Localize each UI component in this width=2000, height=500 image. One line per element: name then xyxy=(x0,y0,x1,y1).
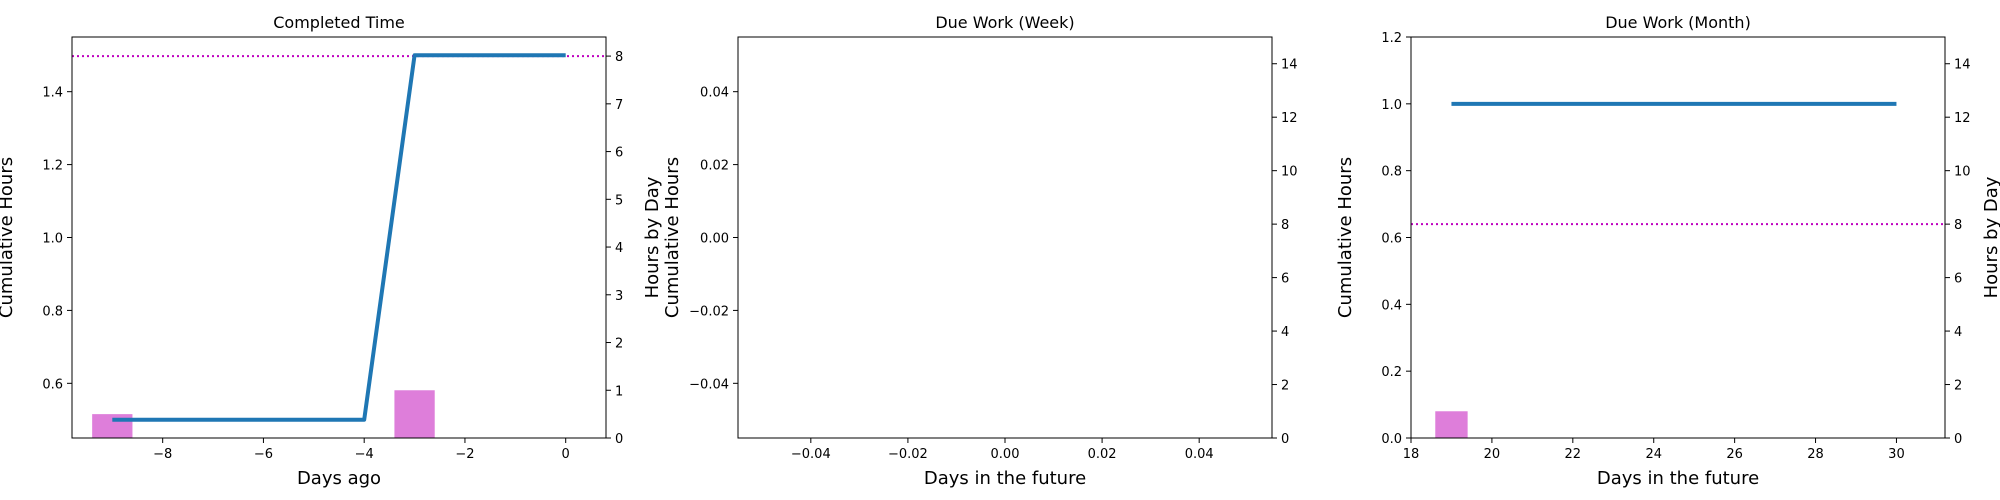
y2-tick-label: 1 xyxy=(615,384,623,399)
y2-tick-label: 3 xyxy=(615,289,623,304)
y2-tick-label: 2 xyxy=(1954,379,1962,394)
x-tick-label: 30 xyxy=(1888,447,1905,462)
y-tick-label: 0.02 xyxy=(700,159,729,174)
y-tick-label: −0.02 xyxy=(689,304,729,319)
x-tick-label: −0.02 xyxy=(888,447,928,462)
y2-tick-label: 14 xyxy=(1281,58,1298,73)
y2-tick-label: 6 xyxy=(1281,272,1289,287)
x-tick-label: 26 xyxy=(1726,447,1743,462)
x-tick-label: 0.02 xyxy=(1088,447,1117,462)
chart-title: Due Work (Week) xyxy=(935,13,1074,32)
x-tick-label: −8 xyxy=(153,447,172,462)
daily-hours-bar xyxy=(92,414,133,438)
y-axis-label: Cumulative Hours xyxy=(1335,157,1356,318)
x-axis-label: Days in the future xyxy=(1597,468,1759,489)
y2-tick-label: 0 xyxy=(1281,432,1289,447)
y2-tick-label: 14 xyxy=(1954,58,1971,73)
x-tick-label: 0.04 xyxy=(1185,447,1214,462)
x-tick-label: 28 xyxy=(1807,447,1824,462)
y2-tick-label: 6 xyxy=(615,146,623,161)
y2-axis-label: Hours by Day xyxy=(642,176,663,298)
x-tick-label: −0.04 xyxy=(791,447,831,462)
y-tick-label: 0.2 xyxy=(1381,365,1402,380)
y-tick-label: 1.4 xyxy=(42,86,63,101)
x-tick-label: −4 xyxy=(355,447,374,462)
y2-tick-label: 6 xyxy=(1954,272,1962,287)
daily-hours-bar xyxy=(1435,411,1468,438)
y-tick-label: 0.0 xyxy=(1381,432,1402,447)
y2-tick-label: 0 xyxy=(615,432,623,447)
y-tick-label: 0.00 xyxy=(700,232,729,247)
chart-panel-3: 18 20 22 24 26 28 300.00.20.40.60.81.01.202468… xyxy=(1335,13,2000,489)
y2-tick-label: 4 xyxy=(1281,325,1289,340)
x-tick-label: 22 xyxy=(1565,447,1582,462)
y2-axis-label: Hours by Day xyxy=(1981,176,2000,298)
y-axis-label: Cumulative Hours xyxy=(662,157,683,318)
y2-tick-label: 5 xyxy=(615,193,623,208)
y-tick-label: 0.04 xyxy=(700,86,729,101)
x-axis-label: Days in the future xyxy=(924,468,1086,489)
plot-frame xyxy=(1410,36,1946,439)
y2-tick-label: 12 xyxy=(1954,111,1971,126)
chart-title: Completed Time xyxy=(273,13,405,32)
y2-tick-label: 7 xyxy=(615,98,623,113)
chart-panel-2: −0.04 −0.02 0.00 0.02 0.04 −0.04 −0.02 0.00 0.02… xyxy=(662,13,1298,489)
y-tick-label: −0.04 xyxy=(689,377,729,392)
x-axis-label: Days ago xyxy=(297,468,381,489)
y-tick-label: 1.0 xyxy=(42,232,63,247)
y2-tick-label: 2 xyxy=(615,337,623,352)
y2-tick-label: 0 xyxy=(1954,432,1962,447)
y-tick-label: 1.2 xyxy=(1381,31,1402,46)
y-tick-label: 0.8 xyxy=(1381,165,1402,180)
y-tick-label: 1.0 xyxy=(1381,98,1402,113)
y-tick-label: 0.6 xyxy=(1381,232,1402,247)
chart-panel-1: −8 −6 −4 −2 0 0.6 0.8 1.0 1.2 1.4 0 1 2 3 4 5 6 7 8 Complet… xyxy=(0,13,663,489)
plot-frame xyxy=(71,36,607,439)
x-tick-label: −2 xyxy=(455,447,474,462)
y-tick-label: 0.4 xyxy=(1381,298,1402,313)
y-tick-label: 0.8 xyxy=(42,304,63,319)
y2-tick-label: 4 xyxy=(615,241,623,256)
y-axis-label: Cumulative Hours xyxy=(0,157,17,318)
y-tick-label: 1.2 xyxy=(42,159,63,174)
y2-tick-label: 12 xyxy=(1281,111,1298,126)
y2-tick-label: 2 xyxy=(1281,379,1289,394)
x-tick-label: 24 xyxy=(1645,447,1662,462)
y2-tick-label: 4 xyxy=(1954,325,1962,340)
daily-hours-bar xyxy=(394,390,435,438)
cumulative-hours-line xyxy=(112,53,566,422)
x-tick-label: −6 xyxy=(254,447,273,462)
y2-tick-label: 10 xyxy=(1954,165,1971,180)
y2-tick-label: 10 xyxy=(1281,165,1298,180)
y2-tick-label: 8 xyxy=(1954,218,1962,233)
chart-title: Due Work (Month) xyxy=(1605,13,1751,32)
x-tick-label: 18 xyxy=(1403,447,1420,462)
x-tick-label: 0 xyxy=(562,447,570,462)
x-tick-label: 0.00 xyxy=(991,447,1020,462)
x-tick-label: 20 xyxy=(1484,447,1501,462)
y2-tick-label: 8 xyxy=(1281,218,1289,233)
plot-frame xyxy=(737,36,1273,439)
y-tick-label: 0.6 xyxy=(42,377,63,392)
y2-tick-label: 8 xyxy=(615,50,623,65)
